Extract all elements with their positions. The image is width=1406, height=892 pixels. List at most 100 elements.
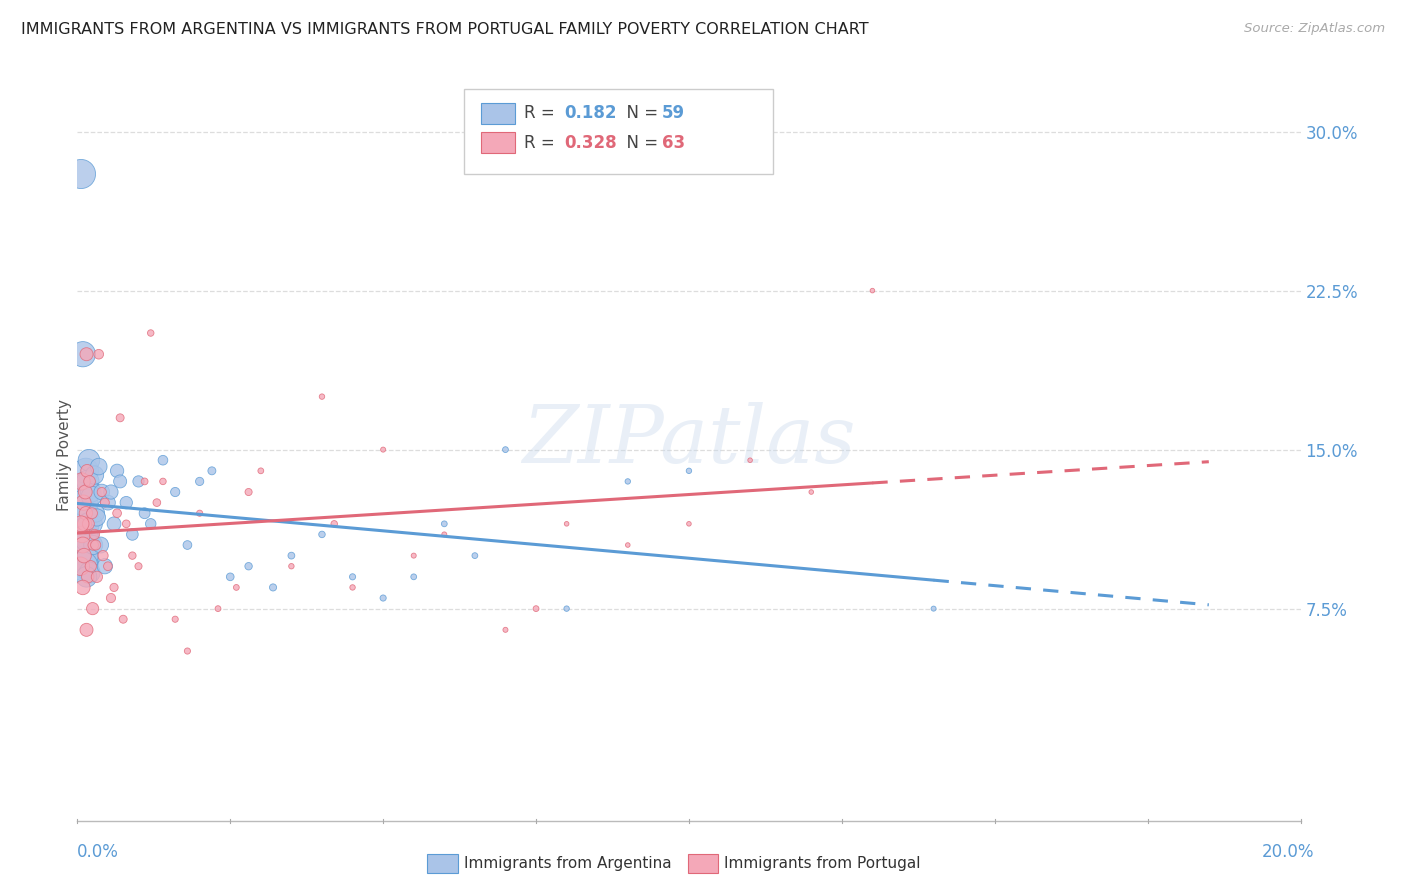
Point (75, 464, 97, 478)
Text: Source: ZipAtlas.com: Source: ZipAtlas.com (1244, 22, 1385, 36)
Point (100, 485, 122, 500)
Point (80, 489, 103, 503)
Point (188, 475, 211, 489)
Point (70, 516, 93, 531)
Point (77, 516, 100, 531)
Text: Immigrants from Portugal: Immigrants from Portugal (724, 856, 921, 871)
Point (225, 581, 247, 595)
Point (112, 612, 135, 626)
Point (238, 559, 260, 574)
Point (323, 516, 346, 531)
Point (262, 581, 284, 595)
Point (79, 566, 101, 580)
Point (69, 559, 91, 574)
Point (280, 559, 302, 574)
Point (86, 570, 108, 584)
Point (87, 459, 110, 474)
Point (76, 570, 98, 584)
Point (617, 475, 640, 489)
Point (433, 527, 456, 541)
Point (311, 527, 333, 541)
Y-axis label: Family Poverty: Family Poverty (56, 399, 72, 511)
Point (201, 464, 224, 478)
Text: R =: R = (524, 134, 561, 152)
Point (70, 523, 93, 537)
Point (678, 516, 700, 531)
Point (922, 601, 945, 615)
Point (128, 559, 150, 574)
Point (86, 510, 108, 524)
Point (115, 495, 138, 509)
Text: 0.0%: 0.0% (77, 843, 120, 861)
Point (115, 516, 138, 531)
Point (94, 495, 117, 509)
Point (80, 559, 103, 574)
Text: Immigrants from Argentina: Immigrants from Argentina (464, 856, 672, 871)
Point (82, 538, 104, 552)
Point (464, 549, 486, 563)
Point (72, 495, 94, 509)
Text: 20.0%: 20.0% (1263, 843, 1315, 861)
Point (76, 570, 98, 584)
Point (740, 453, 762, 467)
Point (121, 549, 143, 563)
Point (76, 623, 98, 637)
Point (77, 453, 100, 467)
Point (134, 475, 156, 489)
Point (94, 559, 117, 574)
Point (72, 347, 94, 361)
Text: R =: R = (524, 104, 561, 122)
Point (105, 464, 128, 478)
Point (76, 506, 98, 520)
Point (862, 284, 884, 298)
Point (90, 485, 112, 500)
Text: ZIPatlas: ZIPatlas (522, 401, 856, 479)
Point (82, 601, 104, 615)
Point (103, 581, 125, 595)
Point (152, 475, 174, 489)
Point (91, 549, 114, 563)
Point (80, 485, 103, 500)
Point (165, 485, 187, 500)
Point (87, 347, 110, 361)
Point (342, 570, 364, 584)
Text: N =: N = (616, 134, 664, 152)
Point (75, 506, 97, 520)
Point (342, 581, 364, 595)
Point (75, 527, 97, 541)
Point (128, 475, 150, 489)
Point (139, 516, 162, 531)
Point (70, 553, 93, 567)
Text: 0.182: 0.182 (564, 104, 616, 122)
Point (134, 506, 156, 520)
Point (70, 527, 93, 541)
Point (77, 516, 100, 531)
Point (105, 506, 128, 520)
Point (82, 538, 104, 552)
Point (90, 538, 112, 552)
Point (73, 481, 96, 495)
Point (219, 570, 242, 584)
Point (73, 495, 96, 509)
Point (207, 601, 229, 615)
Point (84, 506, 107, 520)
Point (524, 601, 547, 615)
Point (97, 559, 120, 574)
Point (555, 601, 578, 615)
Point (69, 538, 91, 552)
Point (76, 475, 98, 489)
Point (83, 468, 105, 483)
Point (73, 516, 96, 531)
Point (84, 538, 107, 552)
Point (72, 559, 94, 574)
Point (82, 516, 104, 531)
Point (495, 442, 517, 457)
Point (72, 538, 94, 552)
Point (238, 485, 260, 500)
Point (250, 464, 273, 478)
Point (100, 591, 122, 605)
Point (152, 453, 174, 467)
Text: N =: N = (616, 104, 664, 122)
Point (83, 527, 105, 541)
Point (371, 591, 394, 605)
